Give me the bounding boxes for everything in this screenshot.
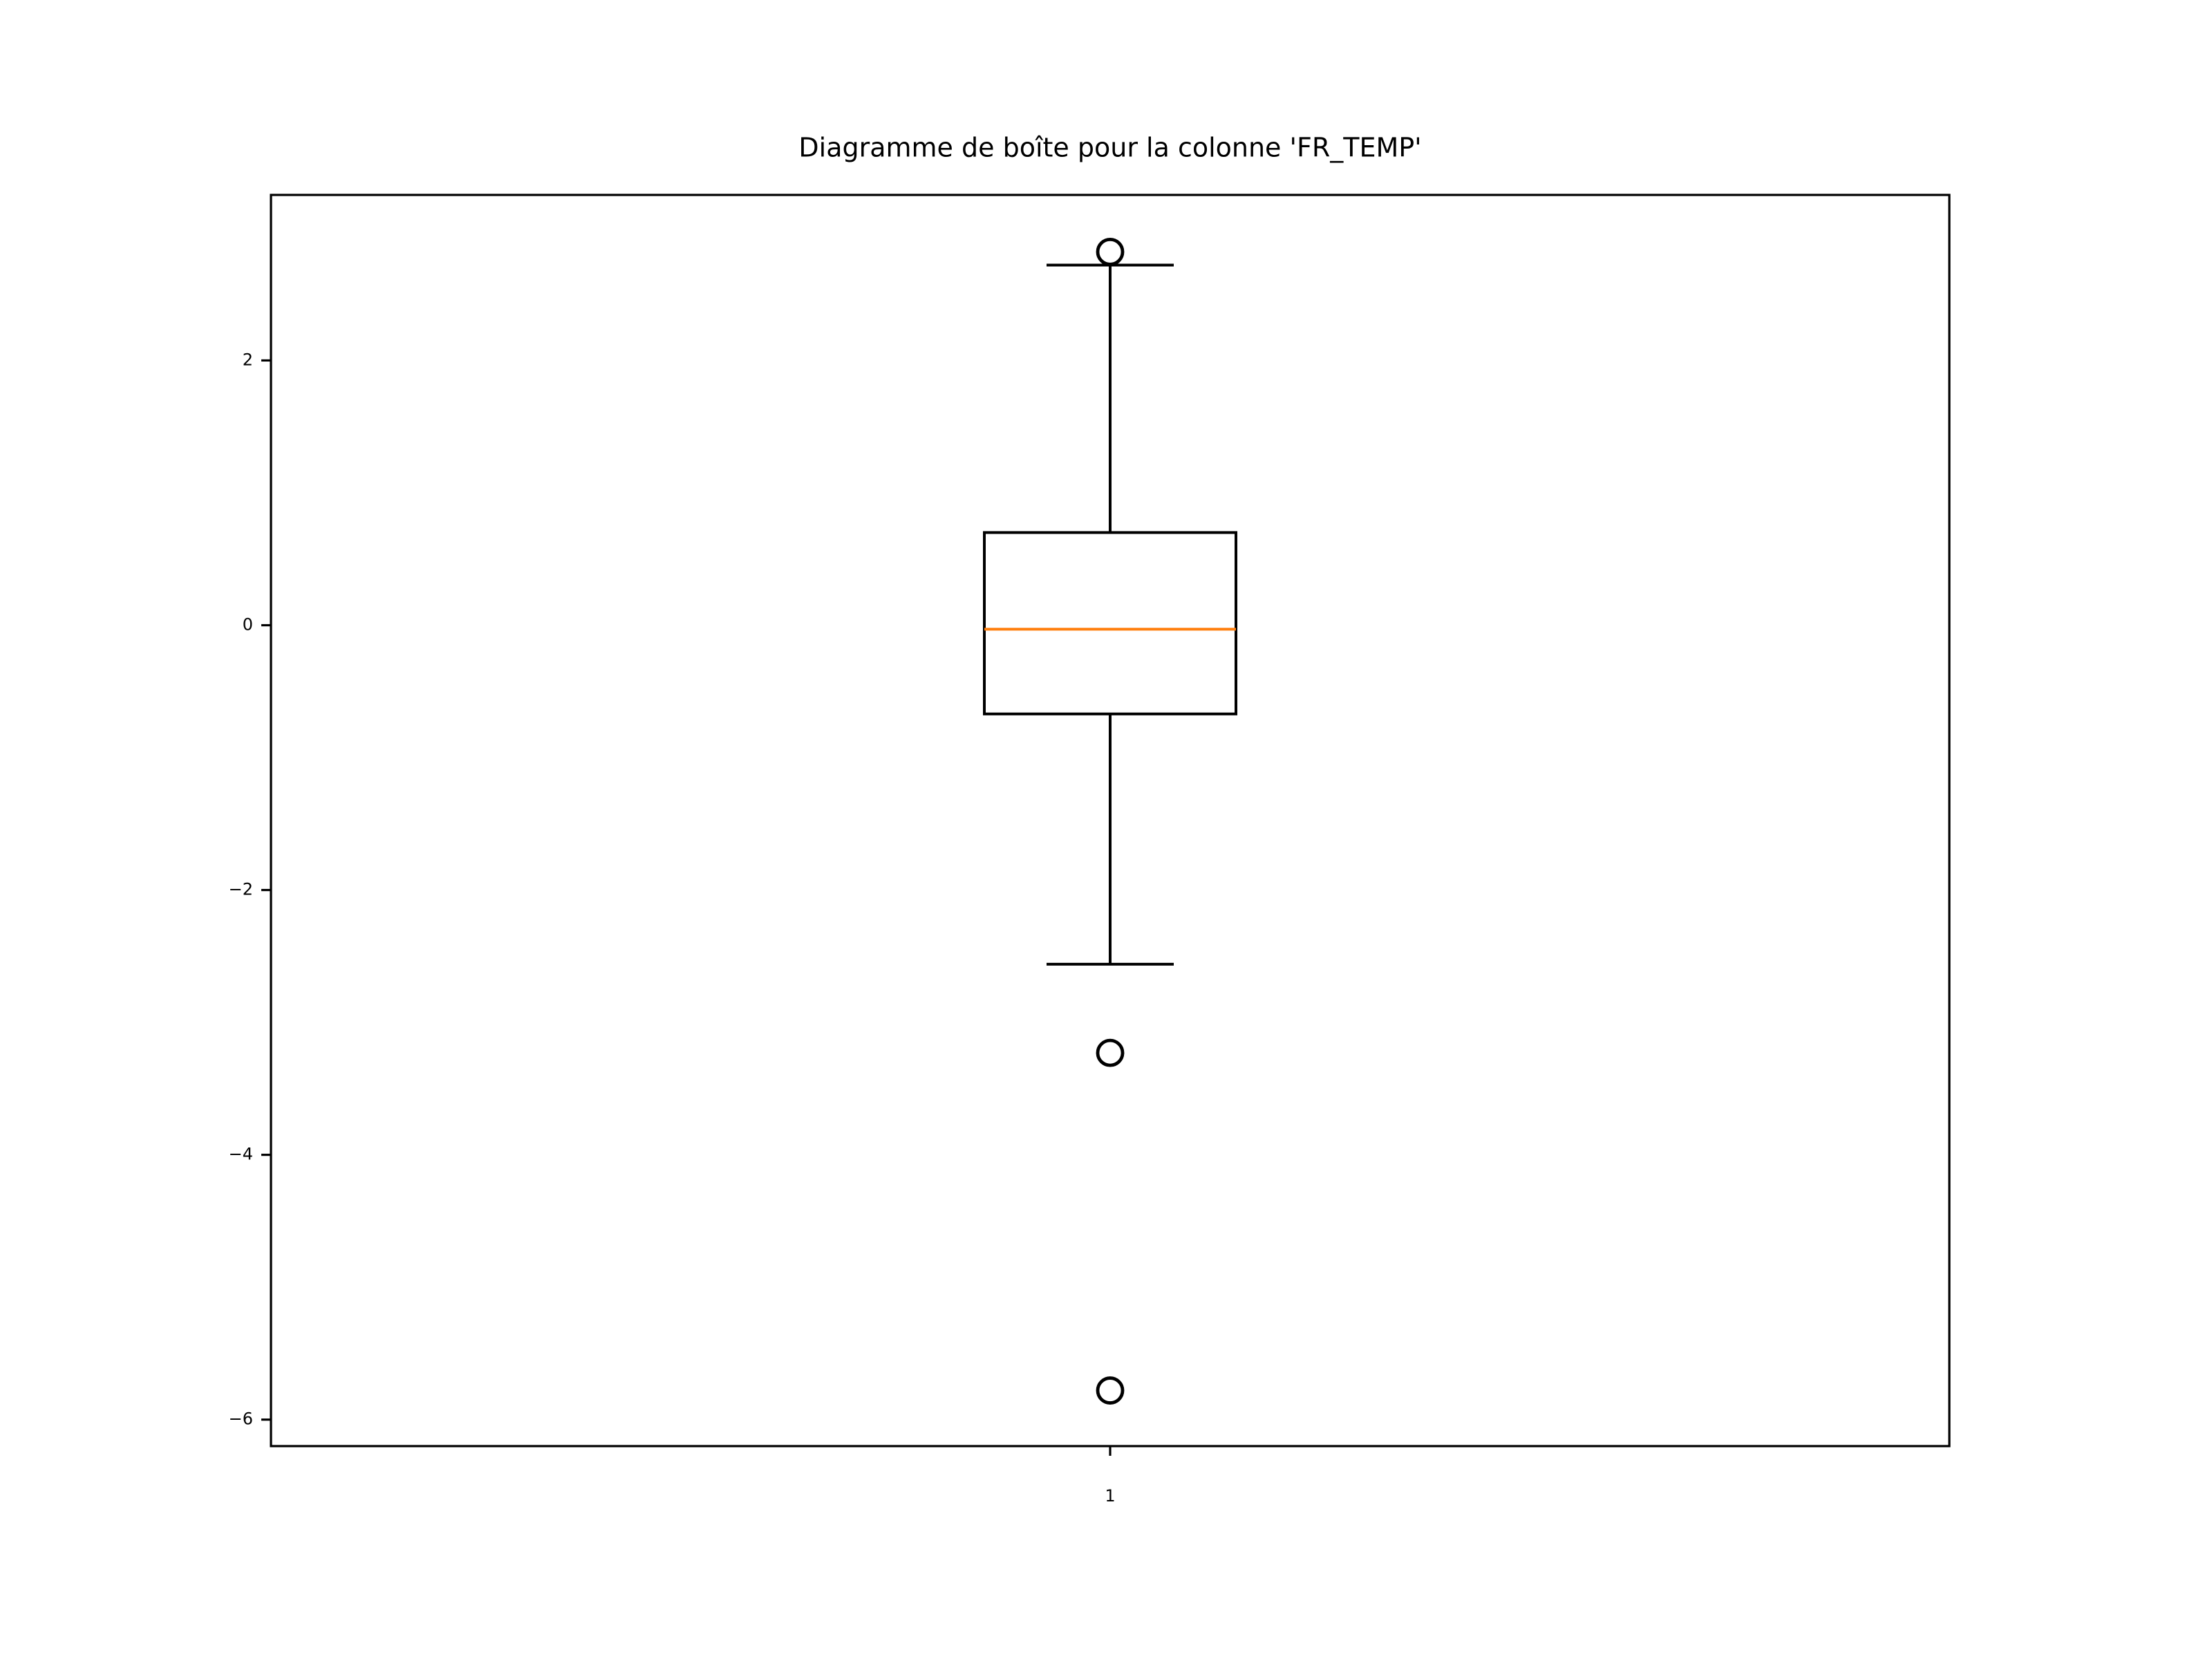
box-series [983, 237, 1237, 1405]
y-tick-label: 0 [243, 615, 253, 634]
y-tick-label: −6 [229, 1409, 253, 1429]
outlier-point [1096, 237, 1125, 266]
chart-title: Diagramme de boîte pour la colonne 'FR_T… [798, 133, 1421, 163]
y-tick-label: −2 [229, 880, 253, 899]
outlier-point [1096, 1038, 1125, 1067]
outlier-point [1096, 1376, 1125, 1405]
axes: 2 0 −2 −4 −6 1 [229, 350, 1116, 1506]
y-tick-label: 2 [243, 350, 253, 369]
x-tick-label: 1 [1105, 1486, 1115, 1506]
interquartile-box [983, 531, 1237, 715]
y-tick-label: −4 [229, 1145, 253, 1164]
